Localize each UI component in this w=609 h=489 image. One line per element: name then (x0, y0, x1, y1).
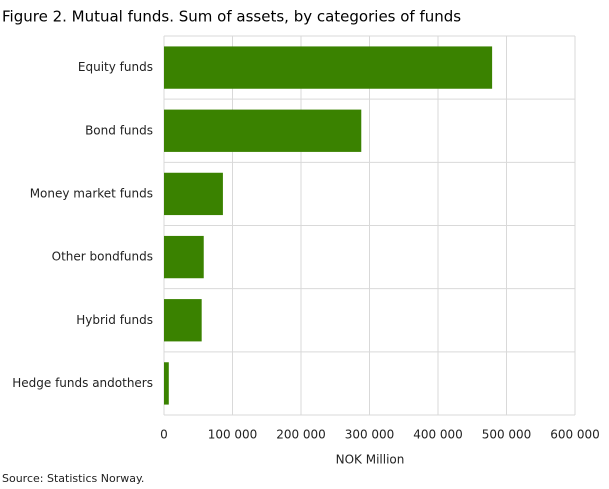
bar (164, 109, 362, 152)
bar (164, 46, 493, 89)
bar (164, 172, 223, 216)
x-tick-label: 100 000 (208, 428, 258, 442)
x-tick-label: 600 000 (550, 428, 600, 442)
bar (164, 362, 169, 405)
x-tick-label: 200 000 (276, 428, 326, 442)
x-tick-label: 400 000 (413, 428, 463, 442)
y-tick-label: Hedge funds andothers (12, 376, 153, 390)
bar (164, 299, 202, 342)
source-note: Source: Statistics Norway. (2, 472, 144, 485)
x-tick-label: 300 000 (345, 428, 395, 442)
chart-title: Figure 2. Mutual funds. Sum of assets, b… (2, 8, 461, 26)
y-tick-label: Other bondfunds (52, 250, 153, 264)
x-tick-label: 500 000 (482, 428, 532, 442)
y-tick-label: Money market funds (30, 186, 153, 200)
bar (164, 235, 204, 279)
x-tick-label: 0 (160, 428, 168, 442)
y-tick-label: Hybrid funds (76, 313, 153, 327)
y-tick-label: Equity funds (78, 60, 153, 74)
x-axis-label: NOK Million (336, 453, 405, 467)
y-tick-label: Bond funds (85, 123, 153, 137)
